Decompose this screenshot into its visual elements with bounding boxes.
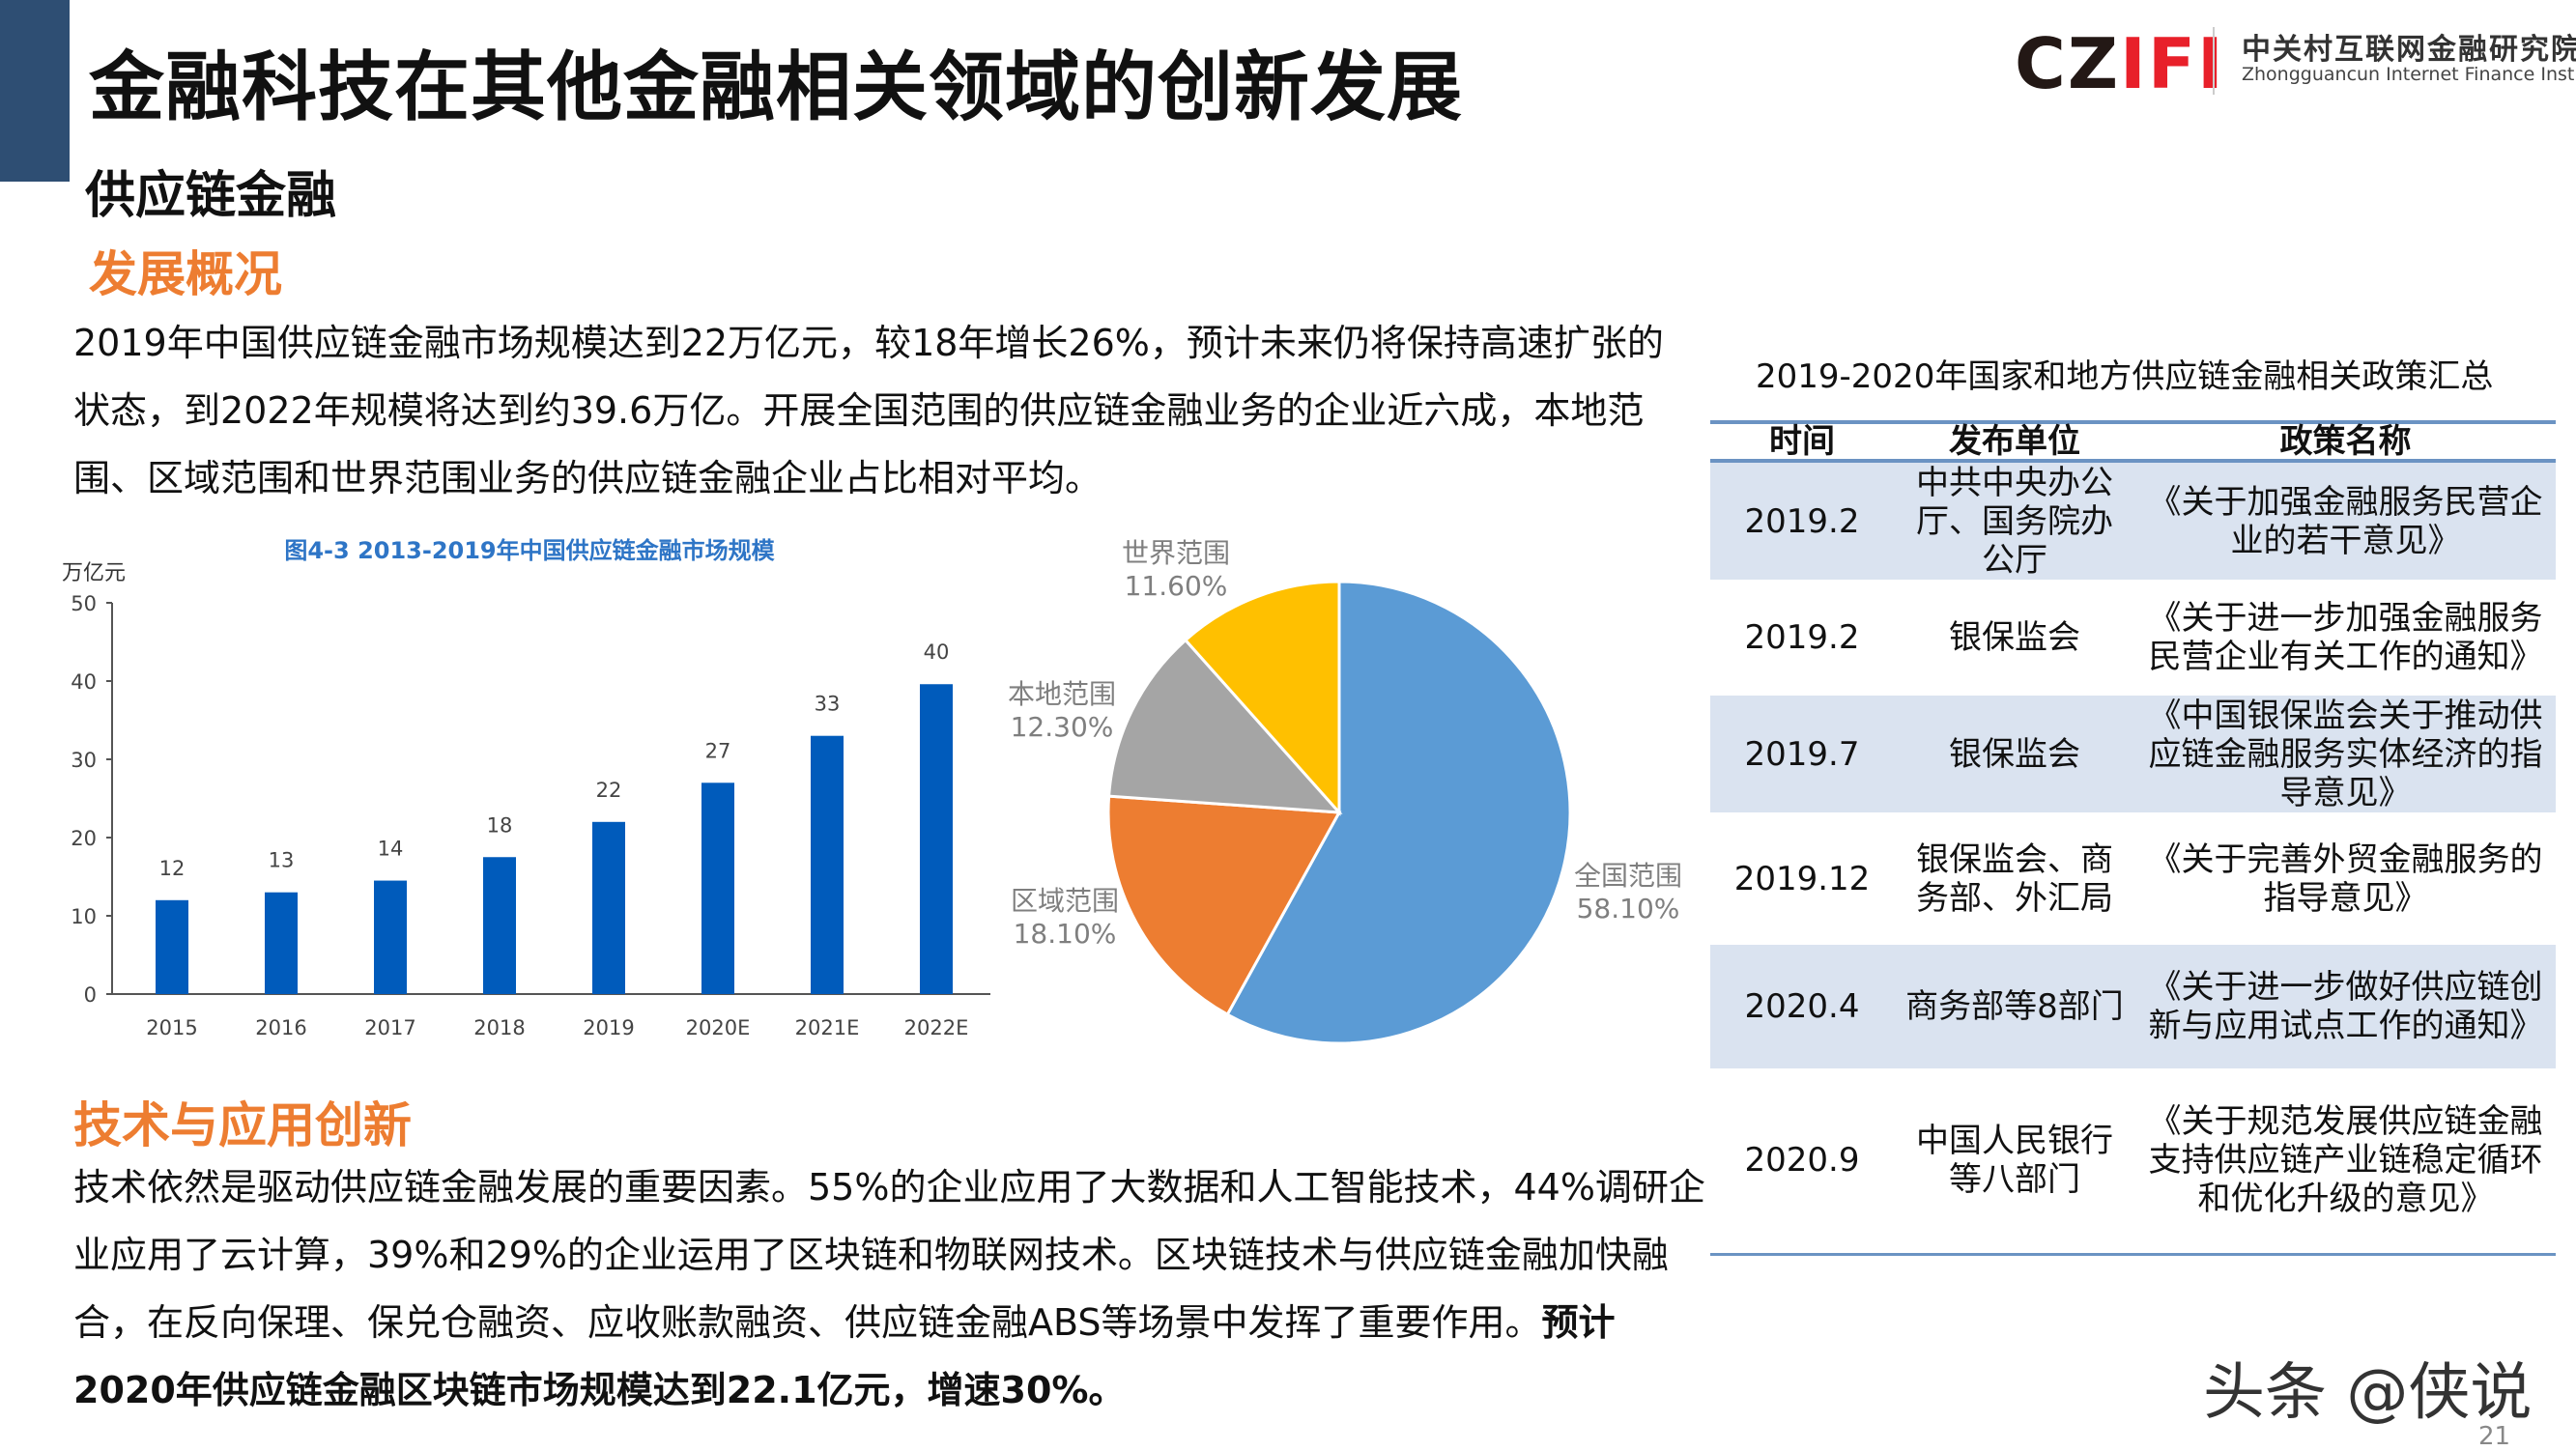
accent-bar xyxy=(0,0,70,182)
cell-policy: 《关于完善外贸金融服务的指导意见》 xyxy=(2148,839,2543,918)
cell-publisher: 银保监会 xyxy=(1894,696,2135,812)
tech-paragraph: 技术依然是驱动供应链金融发展的重要因素。55%的企业应用了大数据和人工智能技术，… xyxy=(73,1153,1716,1424)
table-row: 2019.7 银保监会 《中国银保监会关于推动供应链金融服务实体经济的指导意见》 xyxy=(1710,696,2556,812)
table-row: 2020.9 中国人民银行等八部门 《关于规范发展供应链金融 支持供应链产业链稳定循… xyxy=(1710,1068,2556,1256)
table-header-row: 时间 发布单位 政策名称 xyxy=(1710,420,2556,463)
logo-divider xyxy=(2213,27,2215,95)
logo-mark: CZIFI xyxy=(2015,29,2225,99)
bar-data-label: 13 xyxy=(269,849,295,872)
pie-label-name: 全国范围 xyxy=(1574,860,1682,892)
logo-chinese-name: 中关村互联网金融研究院 xyxy=(2242,33,2576,67)
pie-label-name: 世界范围 xyxy=(1122,537,1230,569)
watermark: 头条 @侠说 xyxy=(2203,1357,2533,1429)
bar-data-label: 40 xyxy=(924,640,950,664)
cell-time: 2020.4 xyxy=(1710,945,1894,1068)
pie-slice-2 xyxy=(1106,638,1343,814)
bar-2017 xyxy=(374,880,407,994)
cell-time: 2019.2 xyxy=(1710,461,1894,580)
pie-slice-3 xyxy=(1183,580,1341,816)
x-tick-label: 2020E xyxy=(686,1016,751,1039)
bar-data-label: 27 xyxy=(705,739,731,762)
table-row: 2019.2 银保监会 《关于进一步加强金融服务民营企业有关工作的通知》 xyxy=(1710,580,2556,696)
y-tick-label: 10 xyxy=(71,905,97,928)
tech-highlight: 预计2020年供应链金融区块链市场规模达到22.1亿元，增速30%。 xyxy=(73,1301,1616,1411)
cell-publisher: 银保监会 xyxy=(1949,618,2080,657)
pie-label-value: 58.10% xyxy=(1577,893,1680,925)
bar-data-label: 14 xyxy=(378,838,404,861)
cell-publisher: 银保监会、商务部、外汇局 xyxy=(1916,839,2113,918)
overview-paragraph: 2019年中国供应链金融市场规模达到22万亿元，较18年增长26%，预计未来仍将… xyxy=(73,322,1664,499)
cell-time: 2020.9 xyxy=(1710,1068,1894,1256)
bar-2015 xyxy=(156,899,188,994)
bar-data-label: 33 xyxy=(815,693,841,716)
logo-mark-c: CZ xyxy=(2015,23,2121,104)
cell-time: 2019.2 xyxy=(1744,618,1860,657)
cell-policy: 《关于规范发展供应链金融 支持供应链产业链稳定循环和优化升级的意见》 xyxy=(2135,1068,2556,1256)
logo-mark-r: IFI xyxy=(2120,23,2225,104)
section-heading-overview: 发展概况 xyxy=(89,246,282,302)
y-tick-label: 30 xyxy=(71,749,97,772)
bar-2022E xyxy=(920,684,953,994)
cell-policy: 《中国银保监会关于推动供应链金融服务实体经济的指导意见》 xyxy=(2135,696,2556,812)
cell-publisher: 中国人民银行等八部门 xyxy=(1894,1068,2135,1256)
bar-2018 xyxy=(483,857,516,994)
bar-data-label: 18 xyxy=(487,813,513,837)
page-number: 21 xyxy=(2478,1422,2511,1451)
section-heading-tech: 技术与应用创新 xyxy=(73,1097,412,1153)
cell-policy: 《关于进一步做好供应链创新与应用试点工作的通知》 xyxy=(2135,945,2556,1068)
czifi-logo: CZIFI 中关村互联网金融研究院 Zhongguancun Internet … xyxy=(2015,21,2576,99)
tech-text: 技术依然是驱动供应链金融发展的重要因素。55%的企业应用了大数据和人工智能技术，… xyxy=(73,1166,1705,1344)
policy-table: 时间 发布单位 政策名称 2019.2 中共中央办公厅、国务院办公厅 《关于加强金融… xyxy=(1710,420,2556,1256)
bar-2021E xyxy=(811,735,844,994)
pie-label-name: 区域范围 xyxy=(1011,885,1119,917)
bar-2019 xyxy=(592,821,625,994)
table-row: 2020.4 商务部等8部门 《关于进一步做好供应链创新与应用试点工作的通知》 xyxy=(1710,945,2556,1068)
header-publisher: 发布单位 xyxy=(1894,420,2135,463)
y-axis-label: 万亿元 xyxy=(62,561,126,585)
cell-policy: 《关于进一步加强金融服务民营企业有关工作的通知》 xyxy=(2148,599,2543,676)
pie-label-name: 本地范围 xyxy=(1008,678,1116,710)
x-tick-label: 2022E xyxy=(904,1016,969,1039)
page-subtitle: 供应链金融 xyxy=(85,167,337,225)
bar-2016 xyxy=(265,892,298,994)
pie-label-value: 12.30% xyxy=(1011,711,1114,743)
pie-label-value: 11.60% xyxy=(1125,570,1228,602)
x-tick-label: 2017 xyxy=(364,1016,415,1039)
table-row: 2019.2 中共中央办公厅、国务院办公厅 《关于加强金融服务民营企业的若干意见》 xyxy=(1710,461,2556,580)
table-title: 2019-2020年国家和地方供应链金融相关政策汇总 xyxy=(1756,357,2494,396)
x-tick-label: 2018 xyxy=(473,1016,525,1039)
header-time: 时间 xyxy=(1710,420,1894,463)
cell-time: 2019.12 xyxy=(1733,859,1871,898)
logo-english-name: Zhongguancun Internet Finance Institute xyxy=(2242,64,2576,85)
table-row: 2019.12 银保监会、商务部、外汇局 《关于完善外贸金融服务的指导意见》 xyxy=(1710,812,2556,945)
pie-slice-1 xyxy=(1106,794,1342,1017)
bar-chart-title: 图4-3 2013-2019年中国供应链金融市场规模 xyxy=(284,537,775,564)
cell-policy: 《关于加强金融服务民营企业的若干意见》 xyxy=(2135,461,2556,580)
y-tick-label: 50 xyxy=(71,592,97,615)
x-tick-label: 2019 xyxy=(583,1016,634,1039)
y-tick-label: 0 xyxy=(84,983,97,1007)
page-title: 金融科技在其他金融相关领域的创新发展 xyxy=(89,44,1464,131)
header-policy: 政策名称 xyxy=(2135,420,2556,463)
pie-label-value: 18.10% xyxy=(1014,918,1117,950)
pie-slice-0 xyxy=(1225,580,1572,1045)
x-tick-label: 2021E xyxy=(795,1016,860,1039)
x-tick-label: 2015 xyxy=(146,1016,197,1039)
bar-data-label: 22 xyxy=(596,779,622,802)
y-tick-label: 40 xyxy=(71,670,97,694)
cell-publisher: 中共中央办公厅、国务院办公厅 xyxy=(1894,461,2135,580)
cell-publisher: 商务部等8部门 xyxy=(1894,945,2135,1068)
y-tick-label: 20 xyxy=(71,827,97,850)
bar-2020E xyxy=(701,782,734,994)
x-tick-label: 2016 xyxy=(255,1016,306,1039)
cell-time: 2019.7 xyxy=(1710,696,1894,812)
bar-data-label: 12 xyxy=(159,857,186,880)
